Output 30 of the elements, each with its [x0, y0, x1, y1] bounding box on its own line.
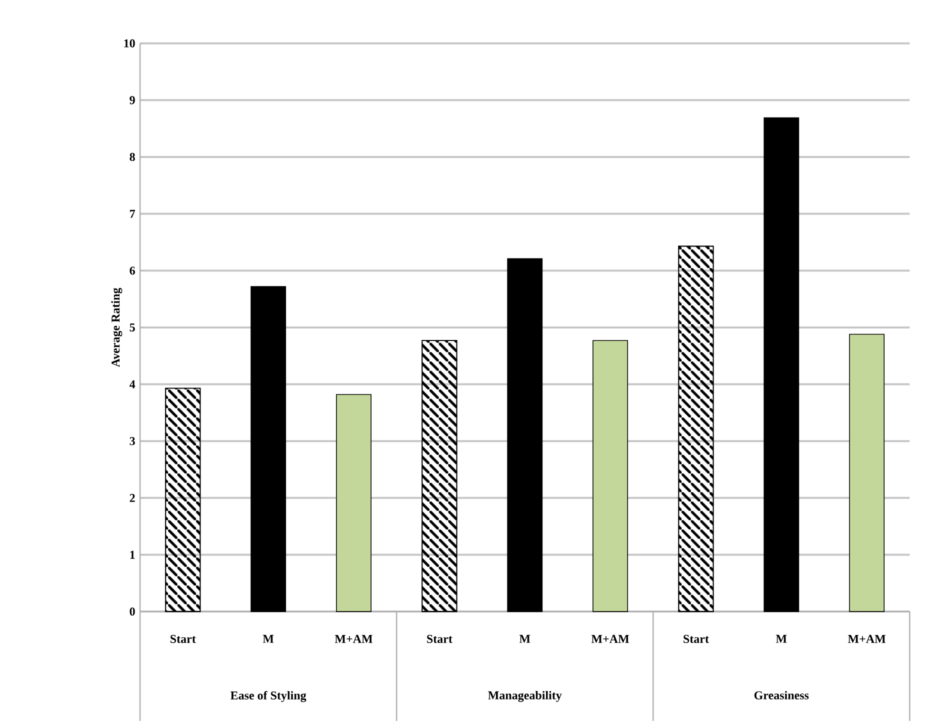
series-label: M+AM	[591, 635, 630, 644]
y-tick-label: 3	[130, 437, 135, 446]
y-tick-label: 1	[130, 550, 135, 559]
y-tick-label: 2	[130, 494, 135, 502]
bar	[592, 340, 628, 612]
series-label: M	[262, 635, 274, 643]
bar	[250, 286, 286, 612]
bar	[507, 258, 543, 612]
y-tick-label: 5	[130, 324, 135, 332]
y-tick-label: 0	[130, 608, 135, 616]
text: M+AM	[848, 635, 886, 644]
y-axis-title: Average Rating	[111, 288, 122, 368]
y-tick-label: 9	[130, 96, 135, 104]
y-tick-label: 6	[130, 266, 135, 275]
y-tick-label: 7	[130, 210, 136, 218]
x-tick-label: Ease of Styling	[230, 691, 306, 702]
y-tick-label: 10	[124, 39, 135, 48]
text: Start	[684, 635, 709, 644]
x-tick-label: Manageability	[488, 691, 562, 702]
text: M	[776, 635, 787, 643]
x-tick-label: Greasiness	[754, 691, 809, 700]
text: M+AM	[334, 635, 372, 644]
bar	[849, 334, 885, 612]
bar	[764, 118, 800, 612]
series-label: Start	[170, 635, 196, 644]
y-tick-label: 4	[130, 380, 136, 388]
text: M	[519, 635, 530, 643]
y-tick-label: 8	[130, 153, 135, 162]
bar	[336, 394, 372, 612]
text: Start	[427, 635, 452, 644]
